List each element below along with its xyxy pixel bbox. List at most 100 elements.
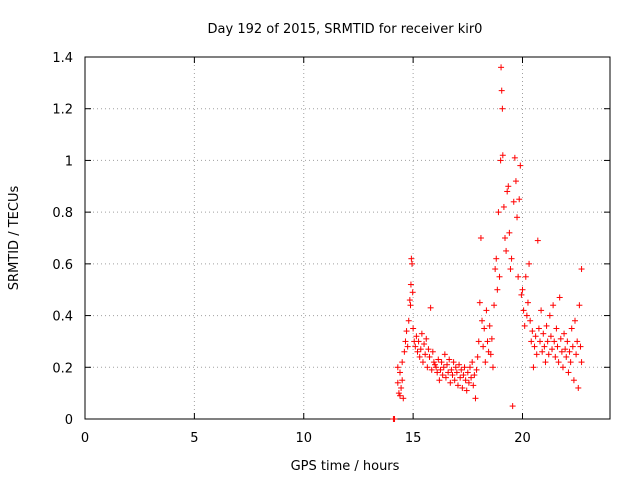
data-point <box>441 351 448 358</box>
data-point <box>547 333 554 340</box>
axis-ticks: 0 0.2 0.4 0.6 0.8 1 1.2 1.4 0 5 10 15 20 <box>52 51 610 446</box>
data-point <box>512 178 519 185</box>
data-point <box>493 255 500 262</box>
x-axis-label: GPS time / hours <box>291 459 400 474</box>
data-point <box>433 364 440 371</box>
data-points <box>390 64 585 422</box>
data-point <box>397 369 403 376</box>
data-point <box>449 372 456 379</box>
data-point <box>419 359 426 366</box>
data-point <box>504 188 511 195</box>
data-point <box>572 317 578 324</box>
data-point <box>499 105 506 112</box>
data-point <box>509 403 516 410</box>
data-point <box>552 353 559 360</box>
data-point <box>395 390 402 397</box>
data-point <box>409 289 416 296</box>
data-point <box>450 359 457 366</box>
data-point <box>404 343 411 350</box>
data-point <box>578 359 585 366</box>
data-point <box>553 325 560 332</box>
y-tick-label: 1.2 <box>52 103 73 118</box>
data-point <box>468 374 475 381</box>
data-point <box>422 351 429 358</box>
data-point <box>454 382 461 389</box>
data-point <box>403 328 410 335</box>
data-point <box>514 214 521 221</box>
data-point <box>423 335 430 342</box>
data-point <box>482 359 489 366</box>
data-point <box>559 364 566 371</box>
data-point <box>401 348 408 355</box>
data-point <box>483 307 490 314</box>
data-point <box>424 364 431 371</box>
data-point <box>406 297 413 304</box>
data-point <box>495 209 502 216</box>
y-tick-label: 0.2 <box>52 361 73 376</box>
data-point <box>452 364 459 371</box>
data-point <box>561 330 568 337</box>
data-point <box>414 348 421 355</box>
data-point <box>451 377 458 384</box>
data-point <box>556 294 563 301</box>
y-tick-label: 1.4 <box>52 51 73 66</box>
data-point <box>447 379 454 386</box>
x-tick-label: 10 <box>295 431 312 446</box>
data-point <box>405 317 412 324</box>
data-point <box>511 154 518 161</box>
data-point <box>546 312 553 319</box>
grid <box>85 57 610 419</box>
data-point <box>558 348 565 355</box>
data-point <box>391 416 398 422</box>
data-point <box>469 359 476 366</box>
data-point <box>527 317 534 324</box>
data-point <box>402 338 409 345</box>
data-point <box>510 198 517 205</box>
data-point <box>538 307 545 314</box>
data-point <box>502 235 508 241</box>
data-point <box>554 343 561 350</box>
data-point <box>542 359 549 366</box>
data-point <box>517 162 524 169</box>
y-tick-label: 0.8 <box>52 206 73 221</box>
data-point <box>507 266 514 273</box>
data-point <box>461 364 468 371</box>
data-point <box>530 364 537 371</box>
data-point <box>436 377 443 384</box>
data-point <box>432 361 438 368</box>
data-point <box>472 395 479 402</box>
data-point <box>453 369 460 376</box>
data-point <box>568 325 575 332</box>
data-point <box>521 322 528 329</box>
data-point <box>442 374 449 381</box>
x-tick-label: 0 <box>81 431 89 446</box>
data-point <box>467 364 473 371</box>
data-point <box>498 64 505 71</box>
data-point <box>474 353 481 360</box>
data-point <box>508 255 515 262</box>
data-point <box>429 348 436 355</box>
data-point <box>428 366 435 373</box>
data-point <box>463 387 470 394</box>
data-point <box>397 392 403 399</box>
data-point <box>465 379 472 386</box>
data-point <box>435 356 442 363</box>
data-point <box>410 325 417 332</box>
data-point <box>499 152 506 159</box>
y-axis-label: SRMTID / TECUs <box>7 186 22 291</box>
data-point <box>543 322 550 329</box>
data-point <box>457 374 464 381</box>
y-tick-label: 0.6 <box>52 258 73 273</box>
data-point <box>540 330 547 337</box>
data-point <box>409 260 416 267</box>
data-point <box>550 302 557 309</box>
data-point <box>519 286 526 293</box>
data-point <box>481 325 488 332</box>
data-point <box>570 377 577 384</box>
data-point <box>528 338 535 345</box>
data-point <box>544 338 551 345</box>
data-point <box>520 307 527 314</box>
data-point <box>399 377 406 384</box>
data-point <box>506 229 513 236</box>
